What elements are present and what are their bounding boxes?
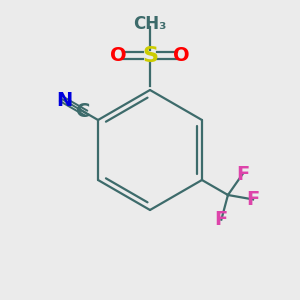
Text: F: F [236, 165, 249, 184]
Text: F: F [215, 210, 228, 229]
Text: C: C [76, 102, 90, 121]
Text: F: F [246, 190, 260, 209]
Text: O: O [110, 46, 127, 65]
Text: S: S [142, 46, 158, 65]
Text: N: N [56, 91, 72, 110]
Text: O: O [173, 46, 190, 65]
Text: CH₃: CH₃ [133, 15, 167, 33]
